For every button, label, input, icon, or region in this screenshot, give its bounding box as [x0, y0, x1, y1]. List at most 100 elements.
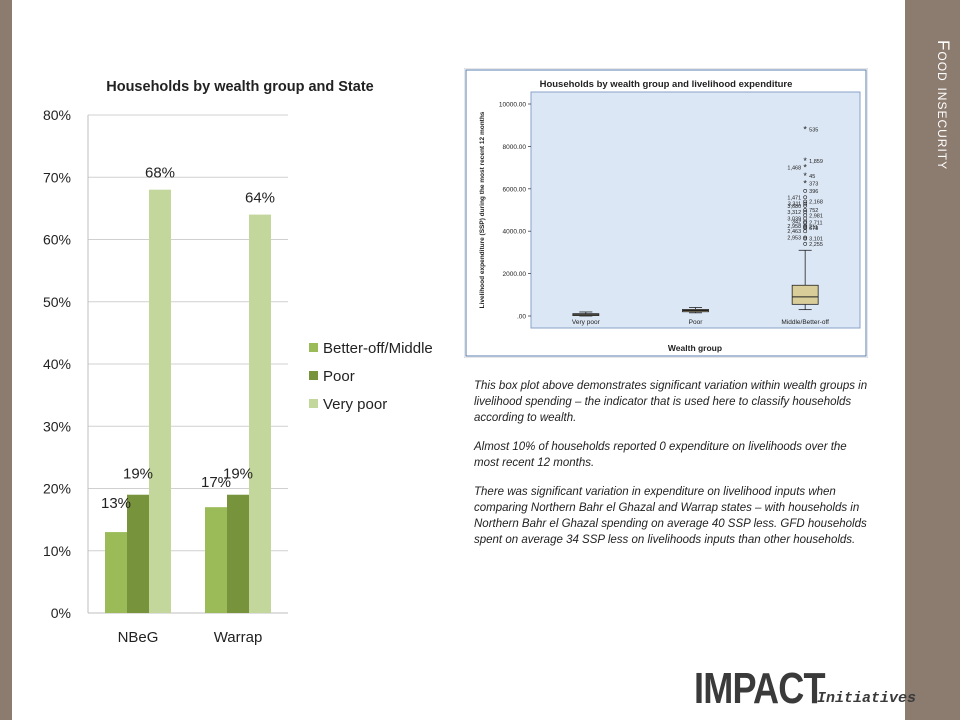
box-outlier-label: 211 — [809, 225, 818, 231]
box-y-tick-label: 10000.00 — [499, 102, 526, 109]
bar-chart-legend: Better-off/Middle Poor Very poor — [309, 340, 433, 413]
bar-chart-title: Households by wealth group and State — [106, 79, 373, 95]
note-paragraph-3: There was significant variation in expen… — [474, 486, 867, 546]
logo-main-text: IMPACT — [694, 664, 826, 713]
bar-chart-bars — [105, 189, 271, 613]
right-decorative-bar — [905, 0, 960, 720]
legend-label: Poor — [323, 368, 355, 385]
box-outlier-point — [803, 225, 808, 229]
bar-y-tick-label: 60% — [43, 232, 71, 248]
bar — [105, 532, 127, 613]
box-outlier-label: 2,463 — [787, 229, 801, 235]
box-outlier-point — [803, 201, 808, 206]
box-y-tick-label: 2000.00 — [503, 271, 527, 278]
box-x-tick-label: Very poor — [572, 319, 601, 326]
box-outlier-label: 2,711 — [809, 221, 822, 227]
box-plot-boxes — [572, 249, 819, 317]
box-plot-x-label: Wealth group — [668, 343, 722, 353]
bar-chart-x-ticks: NBeG Warrap — [118, 629, 263, 646]
box-outlier-label: 752 — [809, 208, 818, 214]
box-plot-frame-inner — [465, 69, 867, 357]
legend-swatch — [309, 343, 318, 352]
box-outlier-point — [803, 242, 808, 246]
bar — [127, 494, 149, 613]
bar-data-label: 64% — [245, 190, 275, 207]
impact-initiatives-logo: IMPACT Initiatives — [694, 664, 916, 714]
box-outlier-point — [803, 236, 808, 241]
left-decorative-bar — [0, 0, 12, 720]
box-outlier-point — [803, 189, 808, 193]
box-outlier-label: 3,039 — [787, 216, 801, 222]
box-outlier-label: 2,953 — [787, 236, 801, 242]
box-outlier-point — [803, 229, 808, 234]
logo-sub-text: Initiatives — [817, 690, 917, 707]
legend-label: Better-off/Middle — [323, 340, 433, 357]
box-x-tick-label: Poor — [689, 319, 704, 326]
bar — [205, 507, 227, 613]
box-outlier-label: 3,311 — [788, 202, 801, 208]
box-outlier-label: 2,255 — [809, 242, 823, 248]
bar-y-tick-label: 30% — [43, 418, 71, 434]
bar-y-tick-label: 70% — [43, 169, 71, 185]
bar-data-label: 68% — [145, 165, 175, 182]
box-plot-outliers: * 535* 1,859*1,468* 45* 3733961,4712,1683,31… — [787, 124, 823, 247]
note-paragraph-1: This box plot above demonstrates signifi… — [474, 380, 868, 424]
bar-y-tick-label: 0% — [51, 605, 71, 621]
bar-y-tick-label: 40% — [43, 356, 71, 372]
bar-x-tick-label: Warrap — [214, 629, 263, 646]
bar-x-tick-label: NBeG — [118, 629, 159, 646]
box-outlier-label: 342 — [792, 220, 801, 226]
box-outlier-label: 373 — [809, 182, 818, 188]
bar-data-label: 19% — [123, 466, 153, 483]
box-outlier-point — [803, 223, 808, 228]
box-outlier-label: 3,101 — [809, 237, 823, 243]
notes-text: This box plot above demonstrates signifi… — [474, 378, 874, 561]
box-iqr — [791, 284, 819, 305]
box-y-tick-label: 4000.00 — [503, 229, 527, 236]
bar-y-tick-label: 10% — [43, 543, 71, 559]
box-outlier-label: 2,958 — [787, 224, 801, 230]
box-outlier-point — [803, 208, 808, 212]
section-title: Food insecurity — [934, 40, 953, 171]
legend-swatch — [309, 371, 318, 380]
box-outlier-point — [803, 219, 808, 224]
box-outlier-label: 2,981 — [809, 213, 823, 219]
box-x-tick-label: Middle/Better-off — [781, 319, 829, 326]
box-plot-chart: Households by wealth group and livelihoo… — [463, 67, 869, 359]
bar-data-label: 17% — [201, 474, 231, 491]
box-plot-title: Households by wealth group and livelihoo… — [540, 79, 793, 90]
box-outlier-label: 1,859 — [809, 159, 823, 165]
box-outlier-point — [803, 203, 808, 208]
bar-y-tick-label: 20% — [43, 481, 71, 497]
box-outlier-label: 535 — [809, 127, 818, 133]
legend-swatch — [309, 399, 318, 408]
box-plot-x-ticks: Very poor Poor Middle/Better-off — [572, 319, 829, 326]
bar-y-tick-label: 80% — [43, 107, 71, 123]
box-outlier-label: 2,168 — [809, 200, 823, 206]
section-title-container: Food insecurity — [905, 0, 960, 300]
bar-y-tick-label: 50% — [43, 294, 71, 310]
box-outlier-point — [803, 235, 808, 240]
box-outlier-label: 45 — [809, 174, 815, 180]
note-paragraph-2: Almost 10% of households reported 0 expe… — [474, 441, 847, 469]
bar — [249, 214, 271, 613]
box-y-tick-label: 8000.00 — [503, 144, 527, 151]
legend-label: Very poor — [323, 396, 387, 413]
bar — [227, 494, 249, 613]
bar — [149, 189, 171, 613]
box-y-tick-label: 6000.00 — [503, 186, 527, 193]
box-outlier-label: 1,468 — [787, 166, 801, 172]
box-outlier-label: 3,680 — [787, 204, 801, 210]
bar-data-label: 13% — [101, 495, 131, 512]
bar-chart-data-labels: 13%19%68%17%19%64% — [101, 165, 275, 512]
box-outlier-star: * — [803, 156, 807, 166]
box-y-tick-label: .00 — [517, 314, 526, 321]
bar-data-label: 19% — [223, 466, 253, 483]
box-outlier-label: 1,471 — [787, 195, 801, 201]
box-plot-y-label: Livelihood expenditure (SSP) during the … — [479, 111, 486, 308]
box-outlier-star: * — [803, 171, 807, 181]
box-outlier-star: * — [803, 124, 807, 134]
box-plot-y-ticks: .00 2000.00 4000.00 6000.00 8000.00 10000.00 — [499, 102, 531, 321]
box-outlier-star: * — [803, 179, 807, 189]
box-outlier-point — [803, 195, 808, 200]
